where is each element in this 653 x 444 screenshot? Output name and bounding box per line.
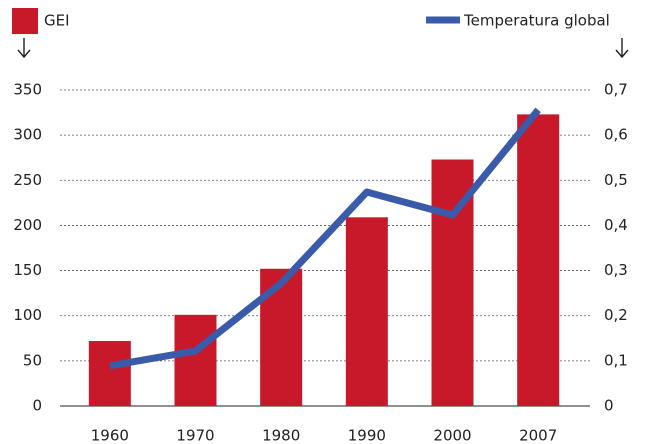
left-axis-arrow bbox=[17, 38, 31, 59]
x-tick-label: 1970 bbox=[176, 427, 214, 444]
bar bbox=[345, 217, 388, 406]
y2-tick-label: 0,2 bbox=[604, 306, 628, 324]
x-tick-label: 1980 bbox=[262, 427, 300, 444]
line bbox=[109, 107, 541, 370]
y2-tick-label: 0,6 bbox=[604, 126, 628, 144]
y-tick-label: 0 bbox=[32, 397, 42, 415]
y-tick-label: 100 bbox=[13, 306, 42, 324]
legend-swatch bbox=[12, 8, 38, 34]
y2-tick-label: 0,5 bbox=[604, 171, 628, 189]
y2-tick-label: 0,1 bbox=[604, 351, 628, 369]
x-tick-label: 2000 bbox=[433, 427, 471, 444]
x-tick-label: 1960 bbox=[91, 427, 129, 444]
bar bbox=[260, 268, 303, 406]
y-tick-label: 350 bbox=[13, 81, 42, 99]
y-tick-label: 250 bbox=[13, 171, 42, 189]
bar bbox=[517, 114, 560, 407]
y2-tick-label: 0,4 bbox=[604, 216, 628, 234]
y-tick-label: 300 bbox=[13, 126, 42, 144]
y2-tick-label: 0,7 bbox=[604, 81, 628, 99]
y-tick-label: 50 bbox=[23, 351, 42, 369]
x-tick-label: 1990 bbox=[348, 427, 386, 444]
y-tick-label: 200 bbox=[13, 216, 42, 234]
y-tick-label: 150 bbox=[13, 261, 42, 279]
x-tick-label: 2007 bbox=[519, 427, 557, 444]
legend-label: GEI bbox=[44, 12, 70, 30]
right-axis-arrow bbox=[615, 38, 629, 59]
y2-tick-label: 0 bbox=[604, 397, 614, 415]
bar bbox=[174, 314, 217, 406]
bar bbox=[88, 340, 131, 406]
legend-label: Temperatura global bbox=[463, 12, 610, 30]
y2-tick-label: 0,3 bbox=[604, 261, 628, 279]
